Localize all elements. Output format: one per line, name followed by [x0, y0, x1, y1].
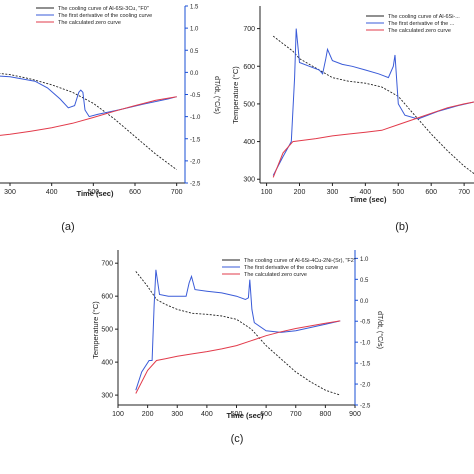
- y-left-label-c: Temperature (°C): [91, 301, 100, 359]
- x-tick-label: 200: [142, 411, 154, 418]
- chart-panel-a: 300 400 500 600 700 1.5 1.0 0.5 0.0 -0.5 -1.0 -1.5…: [0, 5, 221, 233]
- y-right-tick-label: -1.5: [190, 137, 201, 143]
- y-right-tick-label: 1.0: [360, 257, 369, 263]
- y-left-tick-label: 700: [243, 26, 255, 33]
- x-label-c: Time (sec): [227, 411, 264, 420]
- legend-c-zero: The calculated zero curve: [244, 272, 307, 278]
- x-tick-label: 700: [290, 411, 302, 418]
- x-tick-label: 300: [171, 411, 183, 418]
- legend-b-derivative: The first derivative of the ...: [388, 21, 455, 27]
- y-right-tick-label: -1.5: [360, 362, 371, 368]
- series-derivative: [135, 269, 341, 391]
- y-right-tick-label: 1.0: [190, 27, 199, 33]
- y-right-tick-label: 0.0: [190, 71, 199, 77]
- y-right-tick-label: 1.5: [190, 5, 199, 11]
- y-left-tick-label: 600: [101, 294, 113, 301]
- y-left-label-b: Temperature (°C): [231, 66, 240, 124]
- legend-c-cooling: The cooling curve of Al-6Si-4Cu-2Ni-(Sr)…: [244, 258, 356, 264]
- x-tick-label: 700: [171, 189, 183, 196]
- x-label-a: Time (sec): [77, 189, 114, 198]
- caption-a: (a): [61, 221, 74, 233]
- y-left-tick-label: 300: [101, 393, 113, 400]
- y-left-tick-label: 600: [243, 64, 255, 71]
- x-tick-label: 300: [4, 189, 16, 196]
- y-right-tick-label: -1.0: [360, 341, 371, 347]
- series-cooling: [135, 271, 341, 396]
- x-tick-label: 500: [87, 189, 99, 196]
- x-tick-label: 100: [261, 189, 273, 196]
- x-tick-label: 400: [46, 189, 58, 196]
- series-zero: [135, 320, 341, 394]
- legend-a-cooling: The cooling curve of Al-6Si-3Cu, "F0": [58, 6, 149, 12]
- x-tick-label: 800: [320, 411, 332, 418]
- y-left-tick-label: 400: [243, 139, 255, 146]
- legend-b-cooling: The cooling curve of Al-6Si-...: [388, 14, 460, 20]
- chart-panel-b: 100 200 300 400 500 600 700 700 600 500 400 300 Th…: [231, 6, 474, 233]
- series-zero: [272, 101, 474, 178]
- x-tick-label: 100: [112, 411, 124, 418]
- y-left-tick-label: 500: [243, 101, 255, 108]
- legend-b-zero: The calculated zero curve: [388, 28, 451, 34]
- y-right-tick-label: -1.0: [190, 115, 201, 121]
- x-tick-label: 400: [201, 411, 213, 418]
- legend-a-derivative: The first derivative of the cooling curv…: [58, 13, 152, 19]
- x-tick-label: 900: [349, 411, 361, 418]
- chart-panel-c: 100 200 300 400 500 600 700 800 900 700 600 500 400…: [91, 250, 384, 445]
- y-right-tick-label: -2.5: [360, 404, 371, 410]
- y-right-tick-label: 0.0: [360, 299, 369, 305]
- x-tick-label: 500: [231, 411, 243, 418]
- x-tick-label: 200: [294, 189, 306, 196]
- y-right-tick-label: -2.0: [360, 383, 371, 389]
- x-tick-label: 600: [425, 189, 437, 196]
- y-left-tick-label: 700: [101, 261, 113, 268]
- legend-c-derivative: The first derivative of the cooling curv…: [244, 265, 338, 271]
- y-right-tick-label: 0.5: [190, 49, 199, 55]
- y-right-tick-label: -0.5: [360, 320, 371, 326]
- y-right-label-a: dT/dt, (°C/s): [213, 76, 221, 114]
- y-right-label-c: dT/dt, (°C/s): [376, 311, 384, 349]
- series-cooling: [272, 35, 474, 174]
- y-right-tick-label: 0.5: [360, 278, 369, 284]
- y-right-tick-label: -2.0: [190, 159, 201, 165]
- series-zero: [0, 96, 177, 136]
- x-tick-label: 600: [129, 189, 141, 196]
- y-right-tick-label: -2.5: [190, 182, 201, 188]
- y-right-tick-label: -0.5: [190, 93, 201, 99]
- x-tick-label: 600: [260, 411, 272, 418]
- x-tick-label: 500: [392, 189, 404, 196]
- series-derivative: [0, 75, 177, 118]
- series-cooling: [0, 73, 177, 171]
- caption-c: (c): [231, 433, 244, 445]
- x-tick-label: 400: [360, 189, 372, 196]
- series-derivative: [272, 28, 474, 176]
- y-left-tick-label: 300: [243, 177, 255, 184]
- x-tick-label: 300: [327, 189, 339, 196]
- x-label-b: Time (sec): [350, 195, 387, 204]
- legend-a-zero: The calculated zero curve: [58, 20, 121, 26]
- y-left-tick-label: 400: [101, 360, 113, 367]
- y-left-tick-label: 500: [101, 327, 113, 334]
- x-tick-label: 700: [458, 189, 470, 196]
- caption-b: (b): [395, 221, 408, 233]
